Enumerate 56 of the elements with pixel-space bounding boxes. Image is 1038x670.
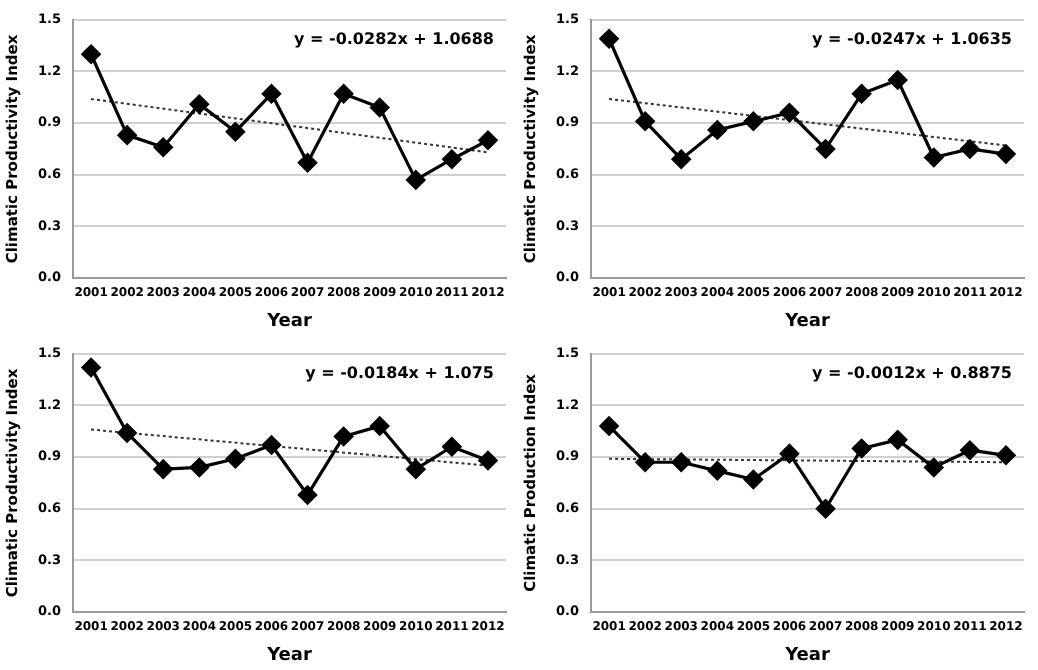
point [635, 452, 655, 472]
point [960, 440, 980, 460]
point [153, 459, 173, 479]
point [924, 457, 944, 478]
point [924, 147, 944, 168]
x-axis-title: Year [265, 645, 313, 666]
point [671, 149, 691, 169]
point [261, 84, 282, 104]
point [707, 461, 727, 481]
point [743, 469, 763, 490]
point [815, 499, 836, 519]
point [888, 70, 908, 90]
point [779, 103, 800, 123]
point [779, 444, 800, 464]
point [852, 84, 872, 104]
point [707, 120, 727, 140]
point [189, 94, 209, 114]
point [81, 357, 101, 378]
point [334, 84, 354, 104]
point [478, 450, 498, 471]
point [297, 153, 318, 173]
point [996, 445, 1016, 465]
x-axis-title: Year [265, 311, 313, 332]
annotation: y = -0.0282x + 1.0688 [294, 29, 495, 48]
point [406, 170, 426, 190]
point [478, 130, 498, 150]
point [117, 423, 137, 443]
point [888, 430, 908, 450]
point [334, 426, 354, 447]
point [815, 139, 836, 159]
point [960, 139, 980, 159]
point [852, 438, 872, 459]
point [635, 111, 655, 131]
point [996, 144, 1016, 164]
point [599, 416, 619, 436]
point [671, 452, 691, 472]
point [599, 29, 619, 49]
annotation: y = -0.0184x + 1.075 [305, 363, 495, 382]
point [153, 137, 173, 157]
point [442, 437, 462, 457]
point [297, 485, 318, 505]
point [442, 149, 462, 169]
point [406, 459, 426, 479]
annotation: y = -0.0012x + 0.8875 [812, 363, 1013, 382]
point [370, 97, 390, 118]
x-axis-title: Year [783, 311, 831, 332]
point [261, 435, 282, 455]
point [81, 44, 101, 64]
point [117, 125, 137, 145]
point [225, 122, 245, 142]
point [225, 449, 245, 469]
annotation: y = -0.0247x + 1.0635 [812, 29, 1013, 48]
point [370, 416, 390, 436]
point [743, 111, 763, 131]
point [189, 457, 209, 478]
x-axis-title: Year [783, 645, 831, 666]
